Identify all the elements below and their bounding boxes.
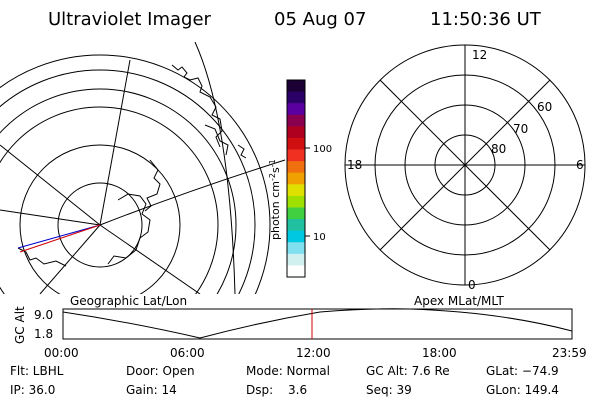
colorbar-band [287,91,305,104]
door-label: Door: Open [126,364,195,378]
colorbar-band [287,219,305,232]
colorbar-label: photon cm-2s-1 [268,159,282,240]
altitude-curve [62,308,573,339]
lat-circle [0,54,271,294]
gain-label: Gain: 14 [126,383,177,397]
colorbar-frame [286,79,306,278]
mlt-18-label: 18 [347,158,362,172]
instrument-title: Ultraviolet Imager [48,9,211,30]
altitude-tick-bottom: 1.8 [34,327,53,341]
colorbar-band [287,230,305,243]
lat-circle [0,88,237,294]
lat-circle [0,69,256,294]
glat-label: GLat: −74.9 [486,364,559,378]
mlt-0-label: 0 [468,278,476,292]
date-label: 05 Aug 07 [274,9,367,30]
altitude-tick-top: 9.0 [34,308,53,322]
left-panel-caption: Geographic Lat/Lon [70,294,187,308]
x-tick-0600: 06:00 [170,346,205,360]
colorbar-label-main: photon cm [269,181,282,240]
coastline [237,144,247,159]
mlt-6-label: 6 [576,158,584,172]
seq-label: Seq: 39 [366,383,412,397]
dsp-label: Dsp: [246,383,274,397]
mlat-60-label: 60 [537,100,552,114]
mlt-12-label: 12 [472,48,487,62]
meridian-line [0,144,101,226]
colorbar-label-exp2: -1 [268,159,277,167]
colorbar-band [287,172,305,185]
x-tick-1200: 12:00 [296,346,331,360]
mlat-80-label: 80 [491,142,506,156]
svg-text:photon cm-2s-1: photon cm-2s-1 [268,159,282,240]
meridian-line [0,209,101,226]
x-tick-2359: 23:59 [552,346,587,360]
meridian-line [39,224,101,294]
coastline [107,193,151,265]
gcalt-label: GC Alt: 7.6 Re [366,364,450,378]
coastline [204,124,229,156]
colorbar-label-exp1: -2 [268,173,277,181]
coastline [17,247,67,267]
colorbar-band [287,207,305,220]
colorbar-band [287,137,305,151]
meridian-line [99,159,286,226]
colorbar-band [287,114,305,127]
colorbar-band [287,184,305,197]
time-label: 11:50:36 UT [430,9,541,30]
lat-circle [57,182,143,268]
intensity-colorbar [287,80,305,278]
colorbar-band [287,80,305,93]
terminator-line [194,42,236,294]
altitude-ylabel: GC Alt [13,306,27,344]
colorbar-tick-10: 10 [313,232,326,243]
colorbar-band [287,242,305,255]
x-tick-1800: 18:00 [422,346,457,360]
ip-label: IP: 36.0 [10,383,56,397]
coastline [144,159,161,212]
colorbar-band [287,149,305,162]
altitude-plot-frame [62,308,573,340]
lat-circle [0,106,219,294]
track-line [17,224,101,249]
glon-label: GLon: 149.4 [486,383,559,397]
colorbar-band [287,126,305,139]
track-line [19,224,101,253]
colorbar-band [287,195,305,209]
coastline [171,64,223,148]
colorbar-band [287,253,305,267]
x-tick-0000: 00:00 [44,346,79,360]
meridian-line [99,224,201,294]
right-panel-caption: Apex MLat/MLT [414,294,504,308]
lat-circle [19,144,181,294]
dsp-value: 3.6 [288,383,308,397]
mlt-polar-grid [344,44,586,286]
colorbar-label-mid: s [269,167,282,173]
flt-label: Flt: LBHL [10,364,64,378]
mlt-diagonal [379,79,551,251]
colorbar-band [287,161,305,174]
mlat-70-label: 70 [513,122,528,136]
colorbar-band [287,265,305,278]
meridian-line [99,59,131,226]
colorbar-band [287,103,305,116]
colorbar-tick-100: 100 [313,144,332,155]
mode-label: Mode: Normal [246,364,330,378]
